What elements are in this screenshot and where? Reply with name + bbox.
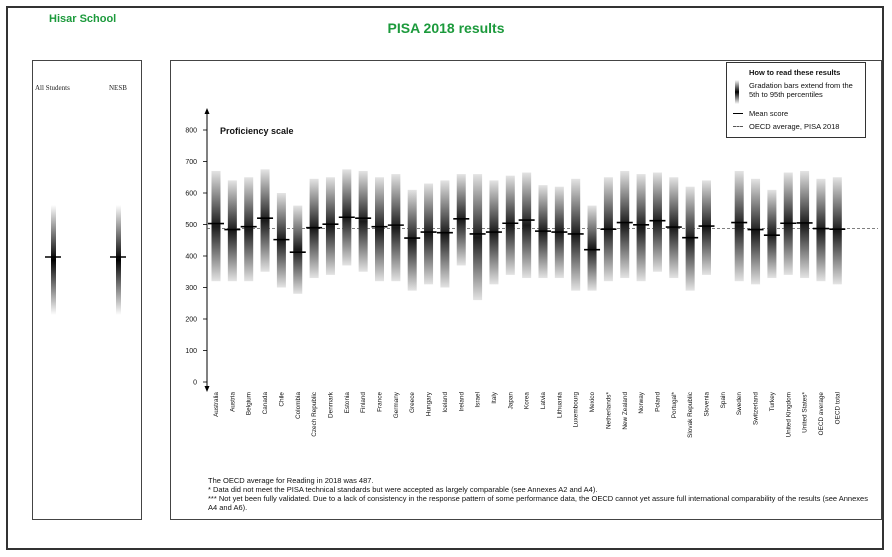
category-label: Germany [393,391,400,418]
percentile-bar [800,170,810,279]
percentile-bar [685,186,695,291]
percentile-bar [325,177,335,275]
y-axis-arrow-up [204,108,210,114]
category-label: Netherlands* [605,391,612,428]
category-label: Korea [524,392,531,409]
percentile-bar [293,205,303,294]
category-label: Estonia [344,392,351,414]
category-label: OECD total [834,392,841,424]
percentile-bar [211,170,221,282]
category-label: Canada [262,392,269,415]
category-label: Chile [278,392,285,407]
percentile-bar [244,177,254,282]
legend: How to read these results Gradation bars… [726,62,866,138]
percentile-bar [358,170,368,272]
category-label: Lithuania [556,392,563,418]
category-label: Iceland [442,392,449,413]
category-label: United States* [802,391,809,432]
percentile-bar [751,178,761,285]
category-label: Japan [507,392,514,410]
category-label: Poland [654,392,661,412]
category-label: Slovenia [704,392,711,417]
legend-mean-text: Mean score [749,109,789,118]
category-label: Switzerland [753,392,760,425]
category-label: Spain [720,392,727,409]
column-label-nesb: NESB [109,84,127,92]
category-label: Finland [360,392,367,413]
legend-gradient-swatch [735,80,739,104]
category-label: New Zealand [622,392,629,430]
percentile-bar [440,180,450,288]
category-label: OECD average [818,392,825,436]
category-label: France [377,392,384,412]
percentile-bar [407,189,417,291]
y-tick-label: 100 [185,348,197,355]
percentile-bar [522,172,532,279]
footnotes: The OECD average for Reading in 2018 was… [208,476,868,512]
category-label: Slovak Republic [687,391,694,438]
category-label: Greece [409,392,416,413]
y-axis-arrow-down [204,386,210,392]
percentile-bar [375,177,384,282]
category-label: Norway [638,391,645,413]
category-label: Australia [213,392,220,417]
percentile-bar [816,178,826,282]
y-tick-label: 600 [185,191,197,198]
legend-mean-swatch [733,113,743,114]
y-tick-label: 0 [193,380,197,387]
percentile-bar [767,189,777,279]
percentile-bar [227,180,237,282]
legend-gradient-text: Gradation bars extend from the 5th to 95… [749,81,853,99]
category-label: Ireland [458,392,465,412]
legend-oecd-swatch [733,126,743,127]
student-panel [32,60,142,520]
category-label: Belgium [246,392,253,415]
column-label-all-students: All Students [35,84,70,92]
y-tick-label: 200 [185,317,197,324]
percentile-bar [587,205,597,291]
footnote-triple-asterisk: *** Not yet been fully validated. Due to… [208,494,868,512]
page-title: PISA 2018 results [387,20,505,36]
category-label: Turkey [769,391,776,411]
category-label: United Kingdom [785,392,792,437]
category-label: Hungary [426,391,433,416]
chart-title: Proficiency scale [220,126,294,136]
percentile-bar [391,174,401,282]
footnote-asterisk: * Data did not meet the PISA technical s… [208,485,598,494]
percentile-bar [505,175,515,275]
percentile-bar [456,174,466,266]
category-label: Latvia [540,392,547,409]
y-tick-label: 800 [185,128,197,135]
percentile-bar [702,180,711,275]
category-label: Czech Republic [311,391,318,437]
chart-panel [170,60,882,520]
y-tick-label: 300 [185,285,197,292]
y-tick-label: 500 [185,222,197,229]
category-label: Israel [475,392,482,408]
y-tick-label: 400 [185,254,197,261]
category-label: Italy [491,391,498,404]
category-label: Austria [229,392,236,412]
category-label: Sweden [736,392,743,416]
category-label: Luxembourg [573,392,580,428]
legend-title: How to read these results [749,68,841,77]
page-frame [6,6,884,550]
percentile-bar [260,169,270,272]
percentile-bar [620,170,630,279]
category-label: Mexico [589,392,596,413]
percentile-bar [652,172,662,272]
category-label: Colombia [295,392,302,419]
percentile-bar [636,174,646,282]
legend-oecd-text: OECD average, PISA 2018 [749,122,840,131]
category-label: Portugal* [671,391,678,418]
y-tick-label: 700 [185,159,197,166]
school-name: Hisar School [49,13,117,25]
footnote-oecd-average: The OECD average for Reading in 2018 was… [208,476,374,485]
percentile-bar [473,174,483,301]
category-label: Denmark [327,391,334,418]
percentile-bar [734,170,744,282]
percentile-bar [424,183,434,285]
percentile-bar [832,177,842,285]
